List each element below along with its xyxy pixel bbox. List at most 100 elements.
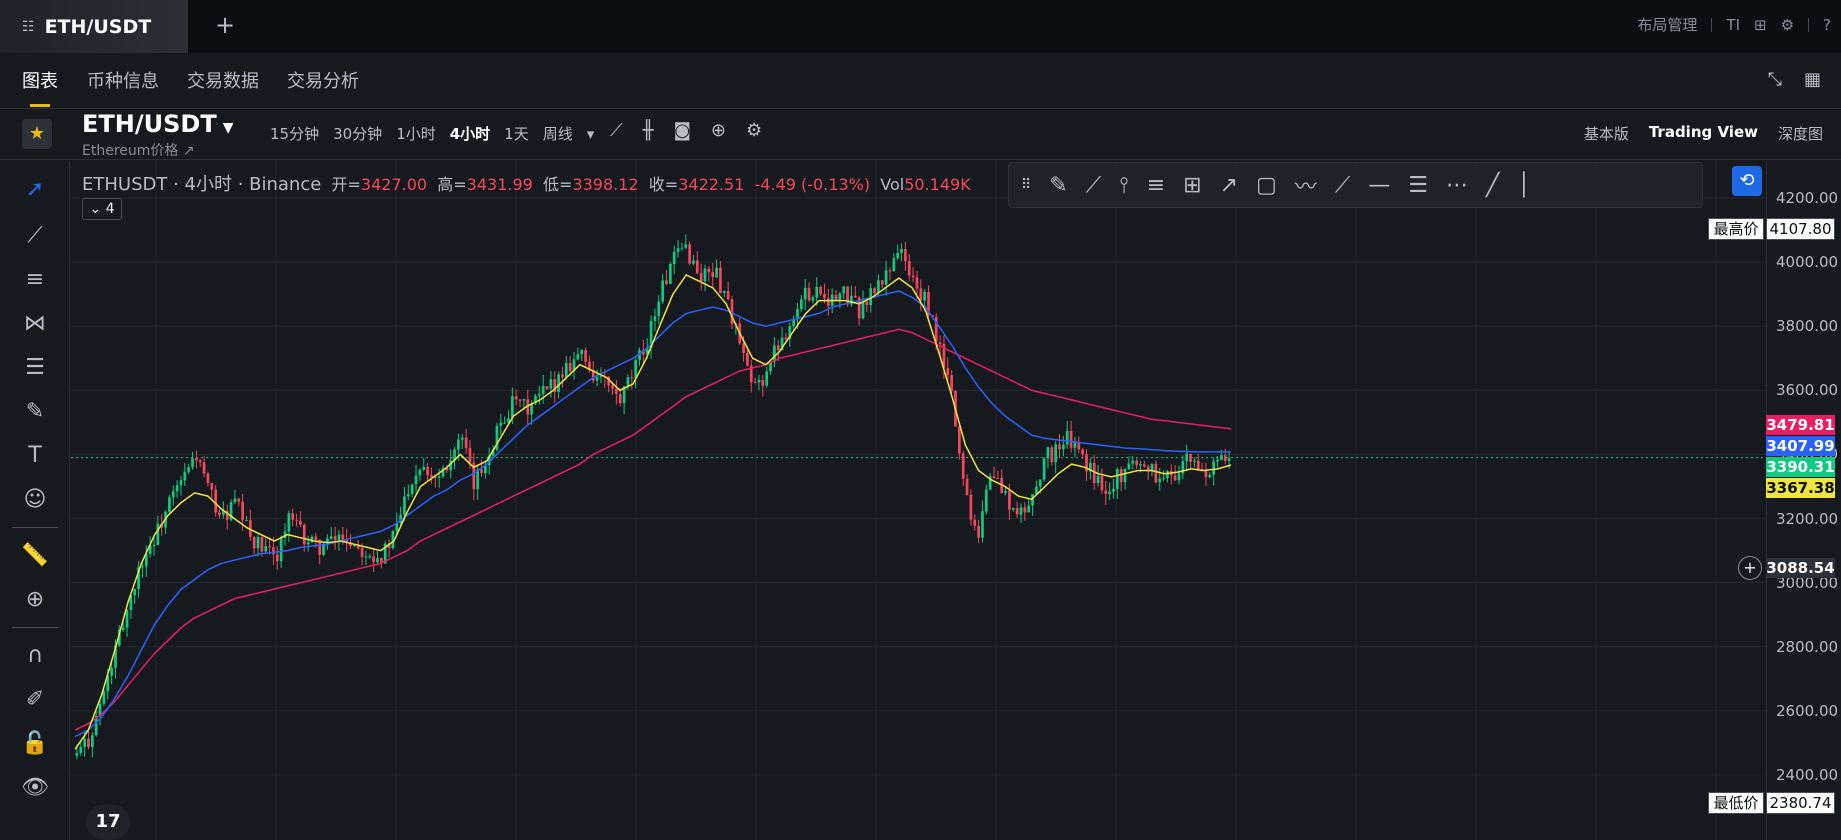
candle-body: [680, 247, 684, 249]
view-depth[interactable]: 深度图: [1777, 125, 1823, 143]
interval-1w[interactable]: 周线: [542, 125, 573, 143]
eye-icon[interactable]: 👁: [21, 775, 49, 800]
interval-30m[interactable]: 30分钟: [333, 125, 383, 143]
candle-body: [842, 286, 846, 294]
drag-handle-icon[interactable]: ⠿: [1021, 177, 1032, 193]
rectangle-icon[interactable]: ▢: [1256, 172, 1277, 198]
interval-1d[interactable]: 1天: [504, 125, 529, 143]
tradingview-logo: 17: [86, 804, 130, 840]
view-basic[interactable]: 基本版: [1583, 125, 1629, 143]
fib-icon[interactable]: ☰: [25, 355, 45, 380]
candle-body: [1100, 475, 1104, 491]
text-size-icon[interactable]: TI: [1726, 15, 1740, 34]
candle-body: [1073, 441, 1077, 448]
volume-label: Vol: [880, 175, 905, 194]
horizontal-lines-icon[interactable]: ≡: [1146, 172, 1166, 198]
candle-body: [1023, 507, 1027, 513]
view-tradingview[interactable]: Trading View: [1648, 123, 1758, 141]
add-alert-icon[interactable]: +: [1738, 556, 1762, 580]
indicator-toggle-button[interactable]: ⌄ 4: [82, 198, 122, 220]
candle-body: [514, 396, 518, 400]
sync-icon[interactable]: ⟲: [1732, 166, 1762, 196]
ruler-icon[interactable]: 📏: [21, 543, 49, 568]
tab-chart[interactable]: 图表: [22, 71, 58, 92]
add-tab-button[interactable]: +: [214, 11, 236, 39]
candle-body: [1135, 460, 1138, 466]
candle-body: [94, 716, 98, 736]
trend-line-icon[interactable]: ⟋: [1085, 172, 1102, 198]
candle-body: [622, 386, 626, 404]
help-icon[interactable]: ?: [1823, 15, 1831, 34]
widget-icon[interactable]: ▦: [1803, 69, 1821, 90]
tab-coin-info[interactable]: 币种信息: [87, 71, 159, 92]
candle-body: [349, 542, 352, 547]
candle-body: [965, 478, 969, 495]
ethereum-price-link[interactable]: Ethereum价格 ↗: [82, 143, 195, 159]
gear-icon[interactable]: ⚙: [746, 120, 763, 141]
tab-trading-analysis[interactable]: 交易分析: [287, 71, 359, 92]
candle-body: [699, 273, 703, 282]
gear-icon[interactable]: ⚙: [1780, 15, 1795, 34]
interval-more-icon[interactable]: ▾: [586, 124, 595, 143]
interval-4h[interactable]: 4小时: [449, 125, 491, 143]
candle-body: [156, 523, 160, 545]
cursor-icon[interactable]: ➚: [25, 177, 45, 202]
candle-body: [950, 375, 953, 391]
symbol-selector[interactable]: ETH/USDT ▼: [82, 110, 233, 138]
interval-1h[interactable]: 1小时: [396, 125, 436, 143]
pattern-icon[interactable]: ⋈: [24, 311, 46, 336]
candle-body: [595, 376, 599, 381]
candle-type-icon[interactable]: ╫: [642, 120, 654, 141]
camera-icon[interactable]: ◙: [673, 120, 691, 141]
fib-dotted-icon[interactable]: ⋯: [1445, 172, 1468, 198]
extended-line-icon[interactable]: ╱: [1485, 172, 1500, 198]
candle-body: [942, 343, 946, 368]
horizontal-lines-icon[interactable]: ≡: [25, 267, 45, 292]
candle-body: [722, 291, 726, 293]
layout-manager-button[interactable]: 布局管理: [1637, 16, 1698, 34]
candle-body: [272, 547, 275, 555]
zoom-in-icon[interactable]: ⊕: [25, 587, 45, 612]
rectangle-grid-icon[interactable]: ⊞: [1183, 172, 1202, 198]
price-chart[interactable]: [71, 161, 1767, 840]
candle-body: [534, 395, 537, 404]
collapse-icon[interactable]: ⤡: [1767, 69, 1782, 90]
candle-body: [615, 388, 618, 395]
fib-icon[interactable]: ☰: [1408, 172, 1428, 198]
pitchfork-icon[interactable]: ⫯: [1119, 172, 1129, 198]
lock-drawing-icon[interactable]: ✐: [25, 687, 45, 712]
text-icon[interactable]: T: [28, 443, 42, 468]
interval-15m[interactable]: 15分钟: [270, 125, 320, 143]
candle-body: [537, 393, 541, 396]
vertical-line-icon[interactable]: │: [1517, 172, 1531, 198]
ray-icon[interactable]: ⟋: [1334, 172, 1351, 198]
candle-body: [218, 512, 221, 515]
candle-body: [1077, 441, 1081, 450]
candle-body: [1058, 444, 1061, 450]
candle-body: [222, 510, 225, 515]
candle-body: [252, 536, 256, 549]
brush-icon[interactable]: ✎: [1049, 172, 1068, 198]
unlock-icon[interactable]: 🔓: [21, 731, 49, 756]
arrow-icon[interactable]: ↗: [1219, 172, 1238, 198]
magnet-icon[interactable]: ∩: [26, 643, 44, 668]
symbol-name: ETH/USDT: [82, 110, 217, 138]
path-icon[interactable]: 〰: [1294, 175, 1317, 200]
subtab-bar: 图表 币种信息 交易数据 交易分析 ⤡ ▦: [0, 53, 1841, 109]
favorite-star-icon[interactable]: ★: [22, 119, 52, 149]
tab-trading-data[interactable]: 交易数据: [187, 71, 259, 92]
trend-line-icon[interactable]: ⟋: [27, 223, 43, 248]
grid-layout-icon[interactable]: ⊞: [1754, 15, 1767, 34]
brush-icon[interactable]: ✎: [25, 399, 45, 424]
horizontal-line-icon[interactable]: —: [1368, 172, 1391, 198]
candle-body: [522, 399, 526, 401]
candle-body: [1042, 458, 1046, 480]
price-axis[interactable]: [1766, 161, 1841, 840]
candle-body: [826, 298, 830, 306]
indicator-chart-icon[interactable]: ⟋: [610, 120, 623, 141]
candle-body: [310, 536, 314, 543]
emoji-icon[interactable]: ☺: [23, 487, 47, 512]
add-circle-icon[interactable]: ⊕: [710, 120, 727, 141]
symbol-tab[interactable]: ☷ ETH/USDT: [0, 0, 188, 53]
candle-body: [765, 371, 769, 386]
